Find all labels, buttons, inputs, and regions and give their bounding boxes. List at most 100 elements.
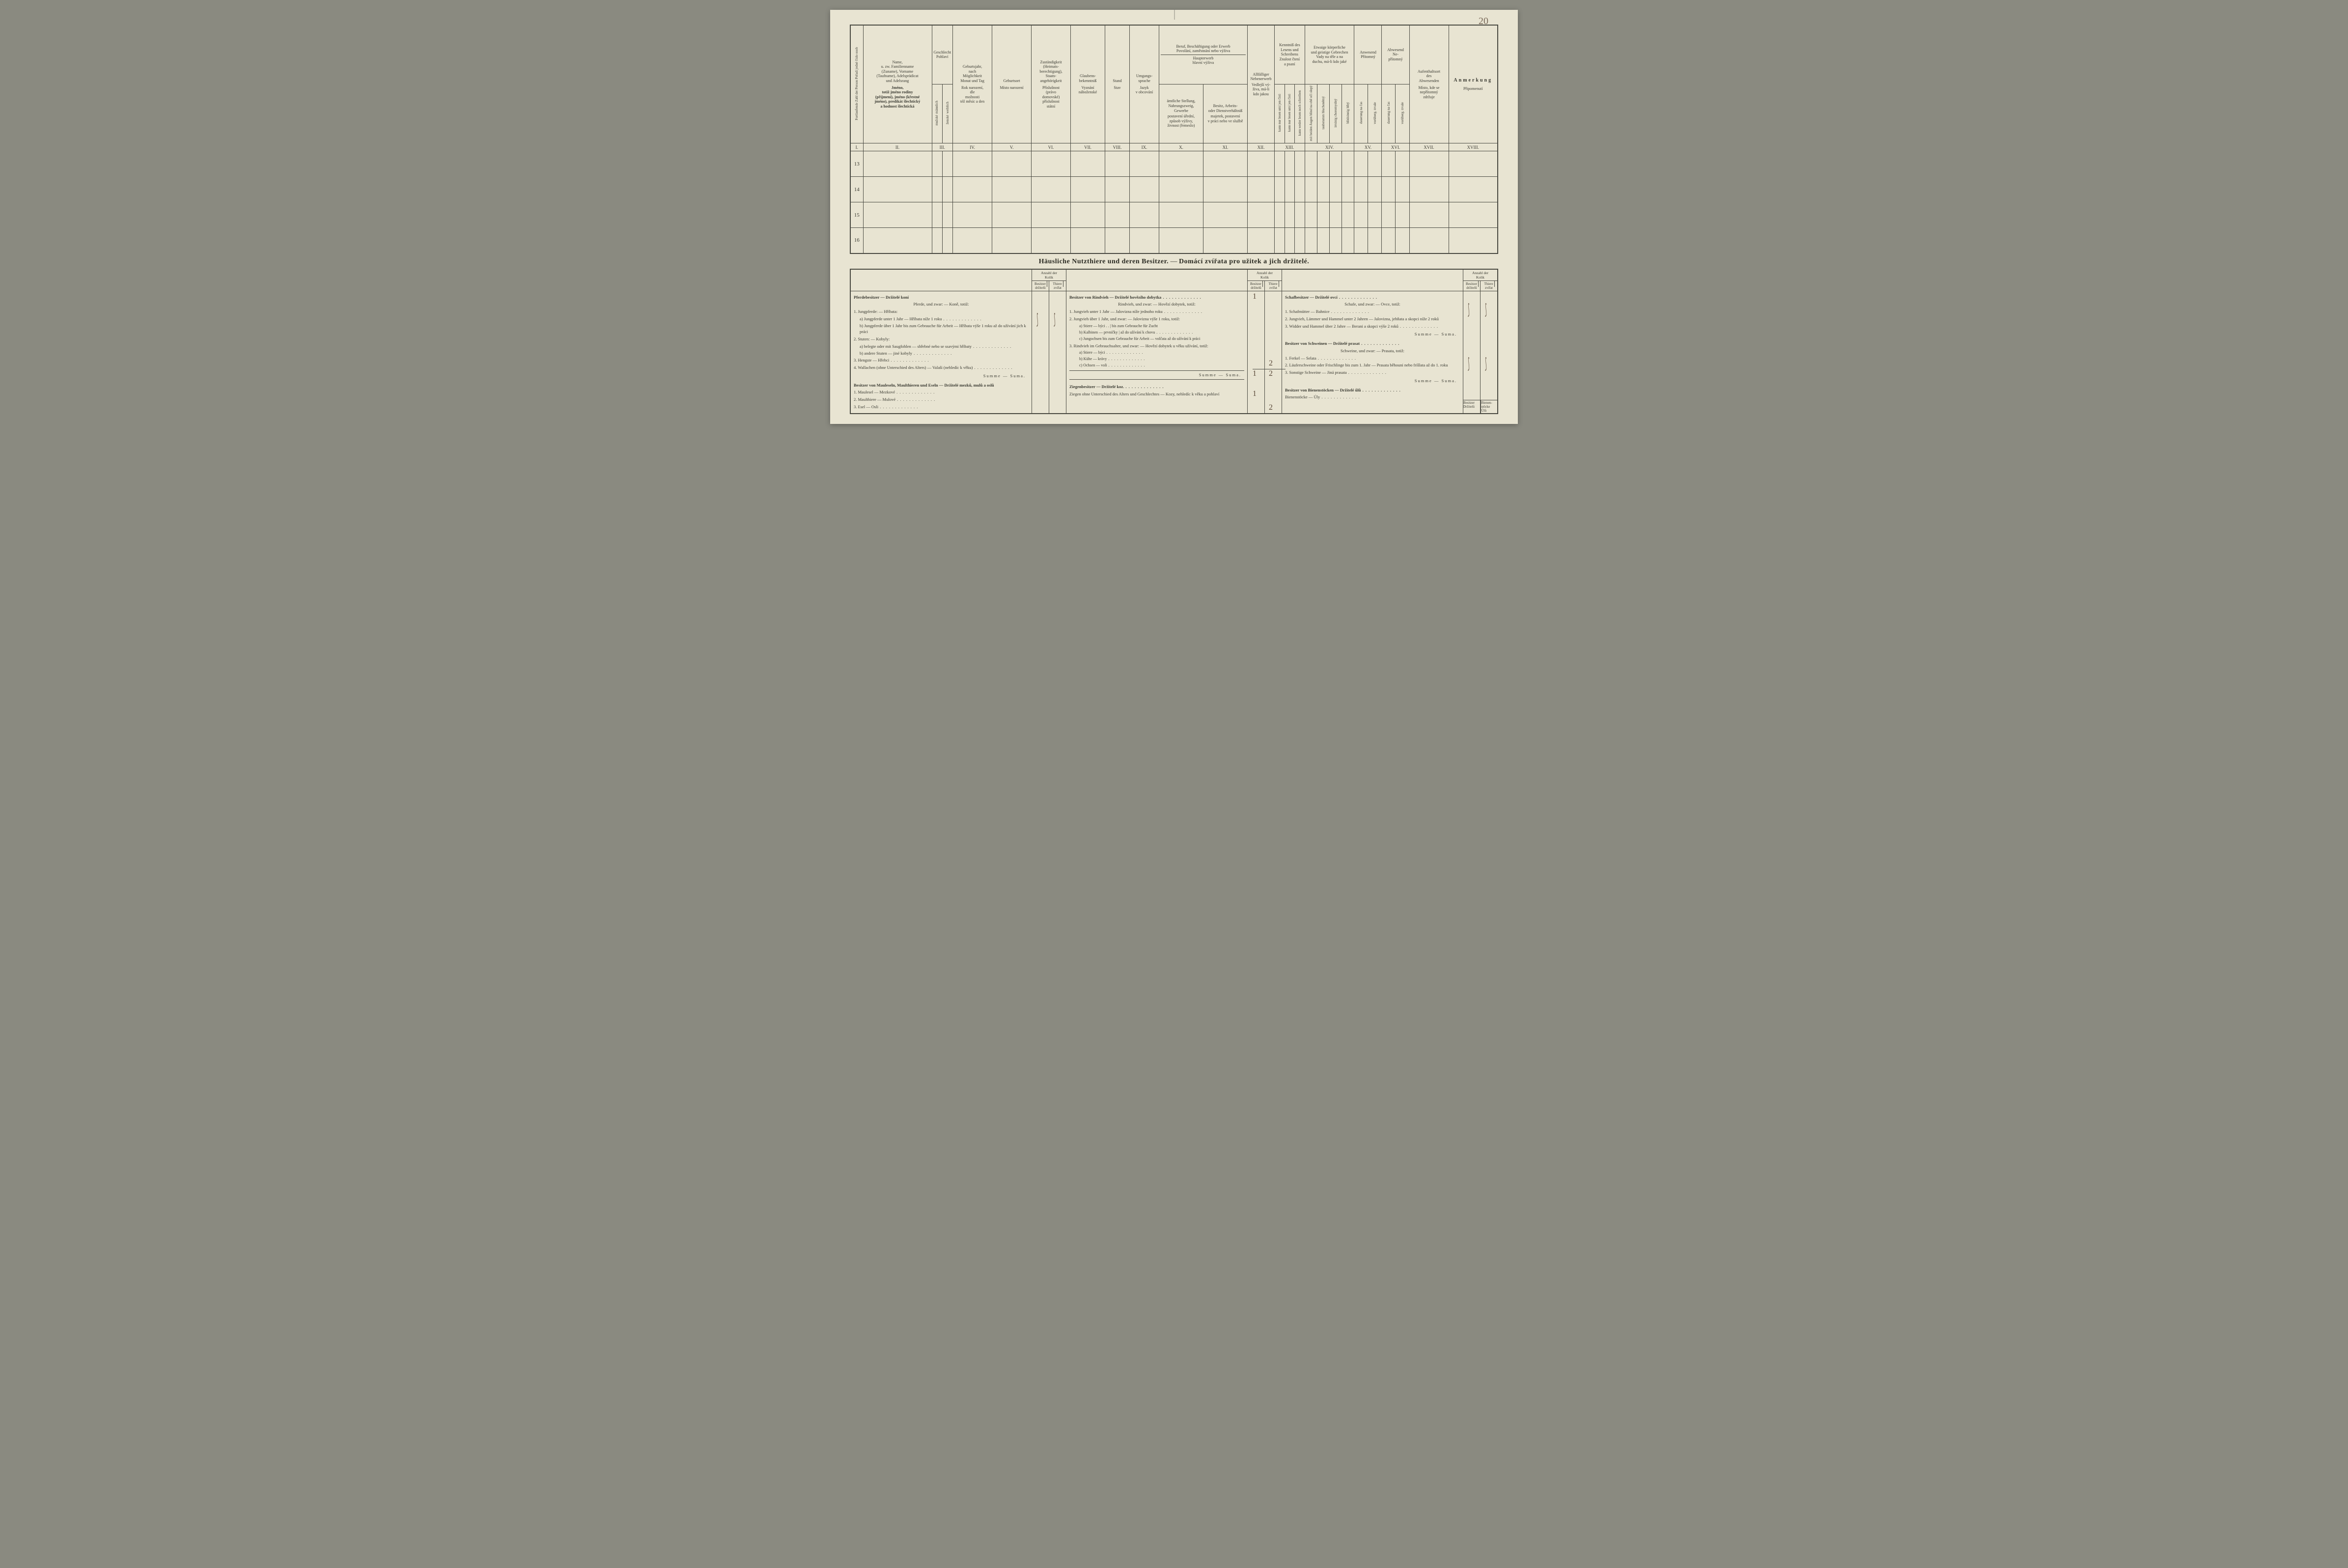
col16-g: Abwesend — [1383, 48, 1407, 53]
col5-c: Místo narození — [994, 85, 1030, 90]
horses-title: Pferdebesitzer — Držitelé koní — [854, 294, 1029, 301]
blank-mark: ⟆ — [1485, 301, 1487, 318]
roman-11: XI. — [1203, 143, 1248, 151]
c10b-g: Besitz, Arbeits- oder Dienstverhältniß — [1205, 104, 1246, 113]
col8-c: Stav — [1107, 85, 1128, 90]
list-item: 1. Jungpferde: — Hříbata: — [854, 308, 1029, 315]
c14-s2: irrsinig choromy­slný — [1334, 99, 1338, 128]
list-item: a) belegte oder mit Saugfohlen — shřebné… — [854, 343, 1029, 350]
col14-c: Vady na těle a na duchu, má-li kdo jaké — [1307, 55, 1353, 64]
goats-title: Ziegenbesitzer — Držitelé koz. — [1069, 384, 1244, 390]
col6-g: Zuständigkeit (Heimats- berechtigung), S… — [1033, 60, 1069, 84]
list-item: 3. Rindvieh im Gebrauchsalter, und zwar:… — [1069, 343, 1244, 349]
roman-8: VIII. — [1105, 143, 1130, 151]
hand-value: 1 — [1253, 292, 1257, 301]
count-header: Anzahl derKolik Besitzerdržitelů Thierez… — [1247, 270, 1282, 291]
roman-13: XIII. — [1275, 143, 1305, 151]
col13-c: Znalost čtení a psaní — [1276, 57, 1303, 66]
sheep-subhead: Schafe, und zwar: — Ovce, totiž: — [1285, 301, 1460, 308]
owner-c: držitelů — [1465, 285, 1478, 291]
blank-mark: ⟆ — [1054, 311, 1056, 328]
table-body: 13 14 15 16 — [850, 151, 1498, 253]
col18-c: Připomenutí — [1451, 86, 1496, 91]
col10top-g: Beruf, Beschäftigung oder Erwerb — [1161, 44, 1246, 49]
suma-label: Summe — Suma. — [1285, 378, 1460, 384]
roman-18: XVIII. — [1449, 143, 1498, 151]
col5-g: Geburtsort — [994, 79, 1030, 84]
blank-mark: ⟆ — [1468, 301, 1470, 318]
roman-10: X. — [1159, 143, 1203, 151]
col10-c: hlavní výživa — [1193, 60, 1214, 65]
roman-2: II. — [863, 143, 932, 151]
list-item: 2. Jungvieh über 1 Jahr, und zwar: — Jal… — [1069, 316, 1244, 322]
suma-label: Summe — Suma. — [854, 373, 1029, 379]
col2-czech: Jméno, totiž jméno rodiny (příjmení), jm… — [865, 85, 930, 109]
c15-s0: dauerung na čas — [1359, 102, 1363, 124]
list-item: b) andere Stuten — jiné kobyly — [854, 350, 1029, 357]
col14-g: Etwaige körperliche und geistige Gebrech… — [1307, 45, 1353, 55]
animal-c: zvířat — [1053, 285, 1062, 291]
row-14: 14 — [850, 177, 863, 202]
horses-column: Anzahl derKolik Besitzerdržitelů Thierez… — [851, 270, 1066, 413]
list-item: a) Jungpferde unter 1 Jahr — Hříbata níž… — [854, 316, 1029, 322]
roman-7: VII. — [1071, 143, 1105, 151]
c10a-c: postavení úřední, způsob výživy, živnost… — [1161, 114, 1202, 128]
roman-numeral-row: I. II. III. IV. V. VI. VII. VIII. IX. X.… — [850, 143, 1498, 151]
roman-3: III. — [932, 143, 953, 151]
list-item: 2. Stuten: — Kobyly: — [854, 336, 1029, 342]
count-header: Anzahl derKolik Besitzerdržitelů Thierez… — [1032, 270, 1066, 291]
list-item: 1. Maulesel — Mezkové — [854, 389, 1029, 395]
row-16: 16 — [850, 228, 863, 253]
list-item: Bienenstöcke — Úly — [1285, 394, 1460, 400]
sheep-pigs-column: Anzahl derKolik Besitzerdržitelů Thierez… — [1282, 270, 1497, 413]
roman-9: IX. — [1130, 143, 1159, 151]
livestock-table: Anzahl derKolik Besitzerdržitelů Thierez… — [850, 269, 1498, 414]
blank-mark: ⟆ — [1468, 355, 1470, 372]
count-header: Anzahl derKolik Besitzerdržitelů Thierez… — [1463, 270, 1497, 291]
document-page: 20 Fortlaufende Zahl der Person Pořadí j… — [830, 10, 1518, 424]
row-15: 15 — [850, 202, 863, 228]
animal-c: zvířat — [1484, 285, 1494, 291]
col6-c: Příslušnost (právo domovské) příslušnost… — [1033, 85, 1069, 109]
count-g: Anzahl der — [1041, 271, 1057, 275]
list-item: 2. Maulthiere — Mulové — [854, 396, 1029, 403]
col16-c: Ne- přítomný — [1383, 52, 1407, 61]
list-item: c) Jungochsen bis zum Gebrauche für Arbe… — [1069, 336, 1244, 342]
c3-m-c: mužské — [935, 115, 939, 125]
count-c: Kolik — [1045, 275, 1053, 280]
list-item: Ziegen ohne Unterschied des Alters und G… — [1069, 391, 1244, 397]
list-item: a) Stiere — býci — [1069, 350, 1244, 356]
c15-s1: vorüberg. trvale — [1373, 102, 1377, 124]
hand-value: 2 — [1269, 403, 1273, 412]
list-item: 2. Jungvieh, Lämmer und Hammel unter 2 J… — [1285, 316, 1460, 322]
horses-subhead: Pferde, und zwar: — Koně, totiž: — [854, 301, 1029, 308]
col7-c: Vyznání náboženské — [1072, 85, 1103, 95]
list-item: a) Stiere — býci . . | bis zum Gebrauche… — [1069, 323, 1244, 329]
c13-s2: kann weder lesen noch schreiben — [1298, 90, 1302, 136]
c3-f-c: ženské — [946, 115, 950, 124]
section-title-german: Häusliche Nutzthiere und deren Besitzer. — [1039, 258, 1169, 265]
col4-g: Geburtsjahr, nach Möglichkeit Monat und … — [954, 64, 990, 83]
bee-owner-g: Besitzer — [1463, 401, 1475, 405]
cattle-column: Anzahl derKolik Besitzerdržitelů Thierez… — [1066, 270, 1282, 413]
list-item: 3. Hengste — Hřebci — [854, 357, 1029, 364]
c14-s1: taubstumm hluchoněmý — [1321, 96, 1325, 129]
roman-17: XVII. — [1409, 143, 1449, 151]
page-number: 20 — [1479, 16, 1488, 27]
pigs-subhead: Schweine, und zwar: — Prasata, totiž: — [1285, 348, 1460, 354]
col17-c: Místo, kde se nepřítomný zdržuje — [1411, 85, 1447, 100]
animal-c: zvířat — [1268, 285, 1278, 291]
bee-owner-c: Držitelů — [1463, 405, 1475, 409]
count-g: Anzahl der — [1257, 271, 1273, 275]
col9-c: Jazyk v obcování — [1131, 85, 1157, 95]
bee-hive-c: Úlů — [1481, 409, 1487, 413]
col18-g: Anmerkung — [1451, 78, 1496, 84]
list-item: 3. Sonstige Schweine — Jiná prasata — [1285, 369, 1460, 376]
col8-g: Stand — [1107, 79, 1128, 84]
list-item: c) Ochsen — voli — [1069, 363, 1244, 368]
col12-c: Vedlejší vý- živa, má-li kdo jakou — [1249, 83, 1273, 97]
list-item: 4. Wallachen (ohne Unterschied des Alter… — [854, 364, 1029, 371]
col9-g: Umgangs- sprache — [1131, 74, 1157, 83]
owner-c: držitelů — [1250, 285, 1262, 291]
list-item: 2. Läuferschweine oder Frischlinge bis z… — [1285, 362, 1460, 368]
